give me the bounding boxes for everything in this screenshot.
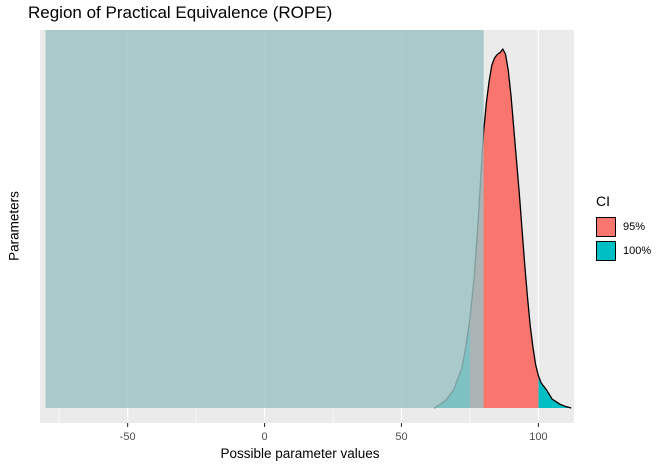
rope-region	[45, 30, 484, 408]
x-tick-label: 0	[261, 431, 267, 443]
chart-title: Region of Practical Equivalence (ROPE)	[28, 3, 333, 22]
legend-item-95: 95%	[596, 215, 651, 239]
legend-title: CI	[596, 193, 610, 209]
x-tick-label: -50	[120, 431, 136, 443]
legend-key-95	[596, 217, 616, 237]
x-tick-label: 50	[395, 431, 407, 443]
x-axis: -50 0 50 100	[120, 423, 548, 443]
legend: CI 95% 100%	[596, 193, 651, 263]
legend-key-100	[596, 241, 616, 261]
legend-label-95: 95%	[623, 221, 646, 233]
ci-100-right-tail	[538, 375, 572, 408]
x-tick-label: 100	[529, 431, 547, 443]
y-axis-label: Parameters	[6, 191, 22, 261]
legend-label-100: 100%	[623, 245, 652, 257]
ci-95-area	[469, 49, 539, 408]
x-axis-label: Possible parameter values	[220, 446, 380, 461]
legend-item-100: 100%	[596, 239, 651, 263]
